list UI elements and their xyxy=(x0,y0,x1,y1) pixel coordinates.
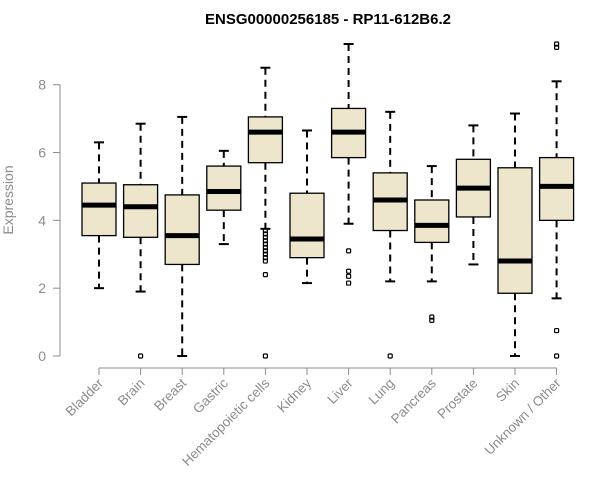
outlier-point xyxy=(346,280,352,286)
outlier-point xyxy=(262,272,268,278)
outlier-point xyxy=(262,258,268,264)
iqr-box xyxy=(414,199,450,244)
outlier-point xyxy=(262,241,268,247)
outlier-point xyxy=(346,248,352,254)
outlier-point xyxy=(262,227,268,234)
x-tick-label: Pancreas xyxy=(388,375,439,426)
y-tick-label: 0 xyxy=(38,348,46,364)
y-tick-label: 4 xyxy=(38,212,46,228)
box-group xyxy=(206,149,242,246)
outlier-point xyxy=(387,353,393,359)
iqr-box xyxy=(289,192,325,259)
chart-title: ENSG00000256185 - RP11-612B6.2 xyxy=(205,11,451,28)
outlier-point xyxy=(553,353,560,359)
x-tick-label: Unknown / Other xyxy=(481,375,564,458)
iqr-box xyxy=(206,165,242,211)
outlier-point xyxy=(553,41,560,47)
iqr-box xyxy=(122,184,159,238)
y-axis: 0 2 4 6 8 xyxy=(38,77,61,364)
x-tick-label: Bladder xyxy=(63,375,107,419)
outlier-point xyxy=(262,255,268,261)
y-tick-label: 8 xyxy=(38,77,46,93)
outlier-point xyxy=(429,314,435,320)
x-tick-label: Brain xyxy=(115,376,148,409)
box-group xyxy=(414,165,450,323)
x-tick-label: Lung xyxy=(365,376,397,408)
box-group xyxy=(330,43,367,286)
iqr-box xyxy=(538,156,575,221)
y-axis-label: Expression xyxy=(0,165,16,234)
outlier-point xyxy=(553,327,560,334)
box-group xyxy=(81,141,117,290)
outlier-point xyxy=(262,248,268,254)
box-group xyxy=(122,122,159,359)
outlier-point xyxy=(346,273,352,279)
y-tick-label: 6 xyxy=(38,145,46,161)
x-tick-label: Gastric xyxy=(190,375,231,416)
box-group xyxy=(164,115,200,357)
box-group xyxy=(372,110,408,359)
iqr-box xyxy=(81,182,117,237)
outlier-point xyxy=(262,251,268,257)
outlier-point xyxy=(262,353,268,359)
outlier-point xyxy=(262,244,268,251)
iqr-box xyxy=(164,194,200,266)
iqr-box xyxy=(497,167,533,294)
x-tick-label: Kidney xyxy=(274,375,314,415)
box-group xyxy=(538,41,575,359)
outlier-point xyxy=(429,317,435,323)
x-tick-label: Liver xyxy=(324,375,356,407)
box-group xyxy=(455,124,492,266)
outlier-point xyxy=(553,44,560,50)
x-tick-label: Breast xyxy=(151,375,189,413)
iqr-box xyxy=(247,116,284,164)
outlier-point xyxy=(346,268,352,274)
box-group xyxy=(289,129,325,285)
y-tick-label: 2 xyxy=(38,280,46,296)
box-group xyxy=(497,112,533,357)
x-tick-label: Skin xyxy=(493,376,522,405)
outlier-point xyxy=(138,353,144,359)
outlier-point xyxy=(262,231,268,237)
box-group xyxy=(247,66,284,359)
outlier-point xyxy=(262,234,268,240)
outlier-point xyxy=(262,238,268,244)
boxes-group xyxy=(81,41,575,359)
x-tick-label: Prostate xyxy=(434,376,480,422)
